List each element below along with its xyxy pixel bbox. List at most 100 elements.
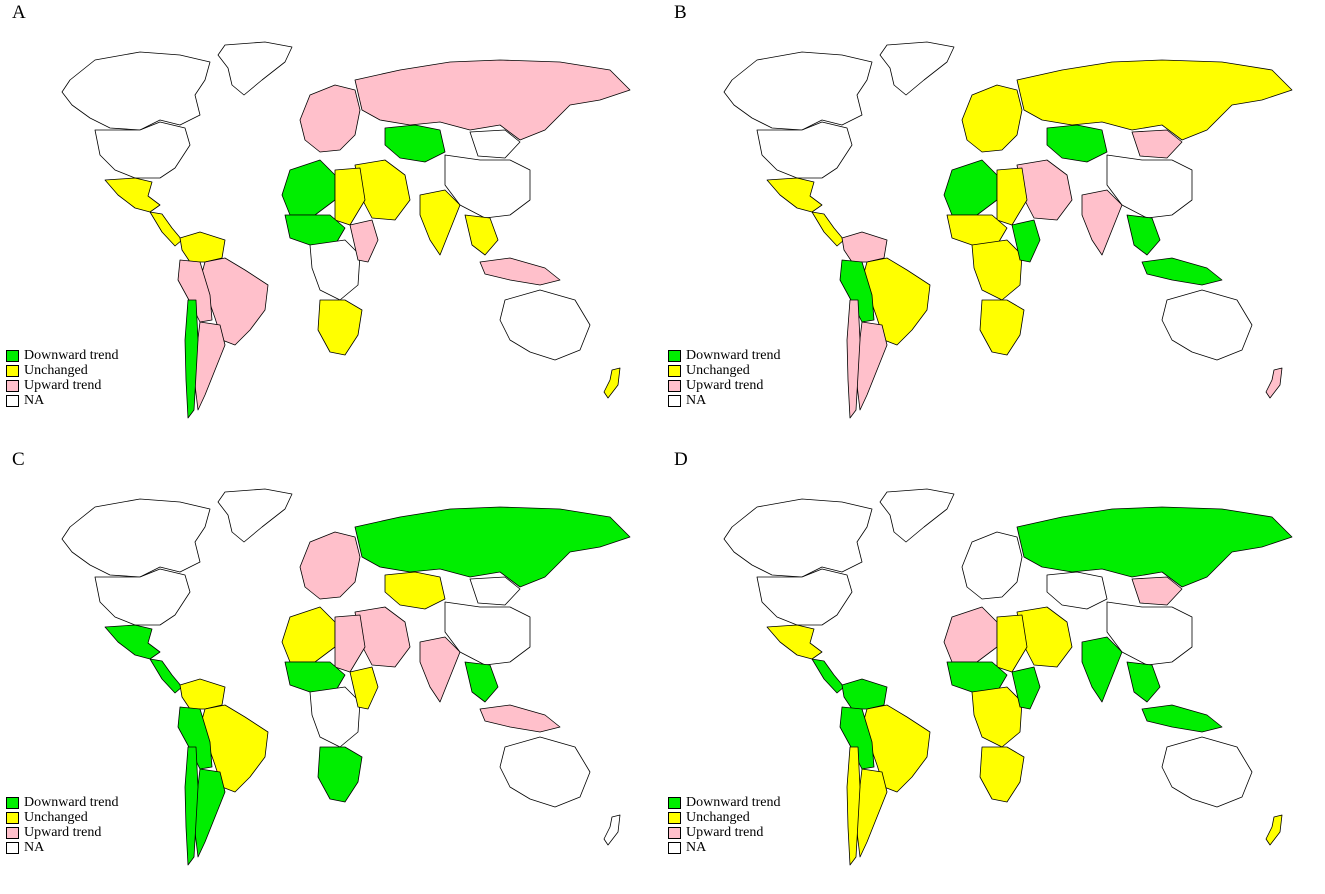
legend-label-na: NA: [24, 840, 45, 855]
region-peru-bolivia-d: [839, 706, 875, 770]
panel-a: A Downward trend Unchanged Upward trend NA: [0, 0, 662, 447]
legend-item-downward: Downward trend: [6, 348, 118, 363]
legend-swatch-unchanged: [668, 811, 681, 824]
region-argentina-b: [856, 321, 888, 411]
world-map-a: [61, 41, 631, 419]
region-kazakhstan-d: [1046, 571, 1108, 610]
legend-item-downward: Downward trend: [6, 795, 118, 810]
region-australia-a: [499, 289, 591, 361]
region-chile-b: [846, 299, 861, 419]
region-greenland-a: [217, 41, 293, 96]
region-mexico-b: [766, 177, 823, 213]
region-southern-africa-c: [317, 746, 363, 803]
region-chile-c: [184, 746, 199, 866]
region-usa-b: [756, 121, 853, 179]
legend-swatch-downward: [668, 349, 681, 362]
region-greenland-c: [217, 488, 293, 543]
legend-item-downward: Downward trend: [668, 348, 780, 363]
region-central-america-d: [811, 658, 845, 694]
region-indonesia-b: [1141, 257, 1223, 286]
region-western-europe-a: [299, 84, 361, 153]
panel-b: B Downward trend Unchanged Upward trend NA: [662, 0, 1324, 447]
legend-swatch-upward: [6, 826, 19, 839]
region-north-africa-east-d: [996, 614, 1028, 673]
legend-label-upward: Upward trend: [24, 378, 102, 393]
region-north-america-a: [61, 51, 211, 131]
legend-label-unchanged: Unchanged: [24, 810, 88, 825]
legend-swatch-unchanged: [6, 364, 19, 377]
legend-swatch-unchanged: [6, 811, 19, 824]
legend-item-na: NA: [6, 393, 118, 408]
region-usa-c: [94, 568, 191, 626]
region-greenland-d: [879, 488, 955, 543]
legend-b: Downward trend Unchanged Upward trend NA: [668, 348, 780, 408]
region-russia-b: [1016, 59, 1293, 141]
region-north-africa-east-a: [334, 167, 366, 226]
panel-label-b: B: [674, 2, 687, 23]
legend-label-unchanged: Unchanged: [686, 810, 750, 825]
legend-swatch-na: [6, 394, 19, 407]
region-central-africa-c: [309, 686, 361, 748]
legend-item-downward: Downward trend: [668, 795, 780, 810]
world-map-c: [61, 488, 631, 866]
region-mongolia-c: [469, 576, 521, 606]
legend-swatch-na: [6, 841, 19, 854]
region-se-asia-c: [464, 661, 499, 703]
region-russia-c: [354, 506, 631, 588]
legend-label-na: NA: [686, 840, 707, 855]
legend-item-unchanged: Unchanged: [6, 363, 118, 378]
world-map-b: [723, 41, 1293, 419]
region-colombia-venezuela-b: [841, 231, 888, 263]
legend-swatch-upward: [668, 826, 681, 839]
region-peru-bolivia-a: [177, 259, 213, 323]
region-argentina-a: [194, 321, 226, 411]
region-greenland-b: [879, 41, 955, 96]
legend-item-na: NA: [668, 393, 780, 408]
legend-label-downward: Downward trend: [686, 348, 781, 363]
legend-item-unchanged: Unchanged: [668, 810, 780, 825]
legend-item-upward: Upward trend: [668, 378, 780, 393]
region-central-america-c: [149, 658, 183, 694]
legend-d: Downward trend Unchanged Upward trend NA: [668, 795, 780, 855]
region-western-europe-b: [961, 84, 1023, 153]
region-north-africa-east-b: [996, 167, 1028, 226]
panel-d: D Downward trend Unchanged Upward trend NA: [662, 447, 1324, 894]
world-map-d: [723, 488, 1293, 866]
region-se-asia-b: [1126, 214, 1161, 256]
legend-label-downward: Downward trend: [686, 795, 781, 810]
region-kazakhstan-a: [384, 124, 446, 163]
region-colombia-venezuela-d: [841, 678, 888, 710]
legend-swatch-na: [668, 394, 681, 407]
region-australia-c: [499, 736, 591, 808]
region-central-america-b: [811, 211, 845, 247]
region-colombia-venezuela-a: [179, 231, 226, 263]
legend-label-na: NA: [686, 393, 707, 408]
region-china-a: [444, 154, 531, 219]
region-western-europe-c: [299, 531, 361, 600]
region-new-zealand-c: [603, 814, 621, 846]
legend-label-unchanged: Unchanged: [24, 363, 88, 378]
region-central-africa-b: [971, 239, 1023, 301]
region-western-europe-d: [961, 531, 1023, 600]
legend-item-upward: Upward trend: [6, 378, 118, 393]
region-se-asia-a: [464, 214, 499, 256]
region-russia-a: [354, 59, 631, 141]
panel-label-a: A: [12, 2, 26, 23]
region-southern-africa-a: [317, 299, 363, 356]
region-china-b: [1106, 154, 1193, 219]
legend-label-na: NA: [24, 393, 45, 408]
region-mongolia-b: [1131, 129, 1183, 159]
legend-swatch-na: [668, 841, 681, 854]
legend-swatch-downward: [6, 796, 19, 809]
region-southern-africa-b: [979, 299, 1025, 356]
region-china-c: [444, 601, 531, 666]
region-argentina-d: [856, 768, 888, 858]
legend-a: Downward trend Unchanged Upward trend NA: [6, 348, 118, 408]
region-peru-bolivia-b: [839, 259, 875, 323]
region-north-america-b: [723, 51, 873, 131]
legend-label-unchanged: Unchanged: [686, 363, 750, 378]
region-north-africa-west-d: [943, 606, 998, 663]
legend-swatch-unchanged: [668, 364, 681, 377]
region-russia-d: [1016, 506, 1293, 588]
region-mongolia-d: [1131, 576, 1183, 606]
